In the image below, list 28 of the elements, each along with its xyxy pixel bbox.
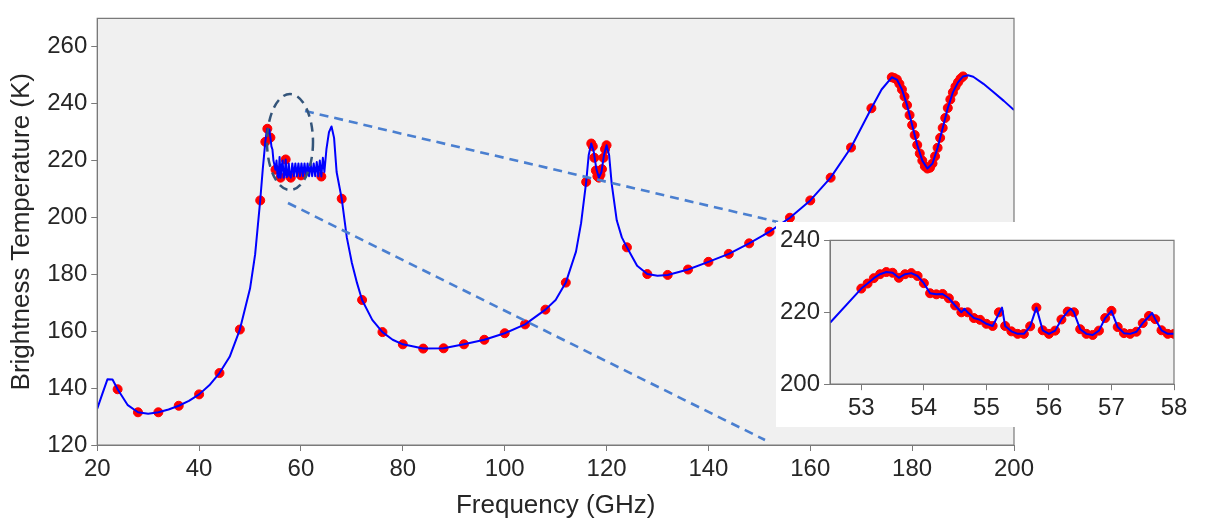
x-tick-label: 57 [1098, 393, 1125, 421]
y-tick-label: 200 [780, 368, 821, 396]
y-tick-label: 200 [47, 202, 88, 230]
x-tick-label: 60 [287, 454, 315, 482]
x-tick-label: 55 [973, 393, 1000, 421]
x-tick-label: 140 [688, 454, 729, 482]
y-tick-label: 220 [47, 145, 88, 173]
y-tick-label: 140 [47, 372, 88, 400]
x-tick-label: 56 [1035, 393, 1063, 421]
y-tick-label: 160 [47, 315, 88, 343]
y-tick-label: 240 [780, 225, 821, 253]
x-tick-label: 180 [892, 454, 933, 482]
y-tick-label: 220 [780, 296, 821, 324]
x-tick-label: 80 [389, 454, 417, 482]
y-tick-label: 240 [47, 88, 88, 116]
y-tick-label: 180 [47, 258, 88, 286]
x-axis-title: Frequency (GHz) [455, 488, 656, 519]
x-tick-label: 200 [993, 454, 1035, 482]
x-tick-label: 100 [484, 454, 525, 482]
y-axis-title: Brightness Temperature (K) [4, 72, 35, 391]
x-tick-label: 40 [185, 454, 213, 482]
x-tick-label: 58 [1160, 393, 1188, 421]
x-tick-label: 53 [847, 393, 875, 421]
y-tick-label: 120 [47, 429, 88, 457]
x-tick-label: 54 [910, 393, 938, 421]
x-tick-label: 20 [83, 454, 111, 482]
y-tick-label: 260 [47, 31, 88, 59]
x-tick-label: 120 [586, 454, 627, 482]
